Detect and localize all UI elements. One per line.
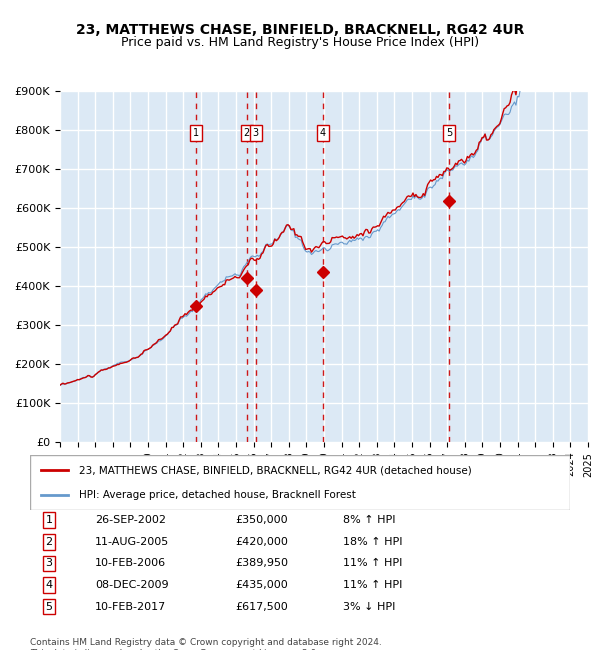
Text: £435,000: £435,000 [235,580,288,590]
Text: HPI: Average price, detached house, Bracknell Forest: HPI: Average price, detached house, Brac… [79,490,355,500]
Text: 23, MATTHEWS CHASE, BINFIELD, BRACKNELL, RG42 4UR (detached house): 23, MATTHEWS CHASE, BINFIELD, BRACKNELL,… [79,465,472,475]
Text: 1: 1 [193,128,199,138]
Text: 08-DEC-2009: 08-DEC-2009 [95,580,169,590]
Text: 10-FEB-2017: 10-FEB-2017 [95,602,166,612]
Text: £420,000: £420,000 [235,537,288,547]
Text: Price paid vs. HM Land Registry's House Price Index (HPI): Price paid vs. HM Land Registry's House … [121,36,479,49]
Text: 4: 4 [46,580,52,590]
Text: 2: 2 [244,128,250,138]
Text: 26-SEP-2002: 26-SEP-2002 [95,515,166,525]
Text: 11% ↑ HPI: 11% ↑ HPI [343,558,403,568]
Text: 1: 1 [46,515,52,525]
Text: 18% ↑ HPI: 18% ↑ HPI [343,537,403,547]
FancyBboxPatch shape [30,455,570,510]
Text: 11% ↑ HPI: 11% ↑ HPI [343,580,403,590]
Text: 3% ↓ HPI: 3% ↓ HPI [343,602,395,612]
Text: 8% ↑ HPI: 8% ↑ HPI [343,515,396,525]
Text: 10-FEB-2006: 10-FEB-2006 [95,558,166,568]
Text: £617,500: £617,500 [235,602,288,612]
Text: Contains HM Land Registry data © Crown copyright and database right 2024.
This d: Contains HM Land Registry data © Crown c… [30,638,382,650]
Text: 5: 5 [46,602,52,612]
Text: 4: 4 [320,128,326,138]
Text: 2: 2 [46,537,52,547]
Text: 11-AUG-2005: 11-AUG-2005 [95,537,169,547]
Text: 3: 3 [46,558,52,568]
Text: £389,950: £389,950 [235,558,288,568]
Text: £350,000: £350,000 [235,515,288,525]
Text: 5: 5 [446,128,452,138]
Text: 23, MATTHEWS CHASE, BINFIELD, BRACKNELL, RG42 4UR: 23, MATTHEWS CHASE, BINFIELD, BRACKNELL,… [76,23,524,37]
Text: 3: 3 [253,128,259,138]
